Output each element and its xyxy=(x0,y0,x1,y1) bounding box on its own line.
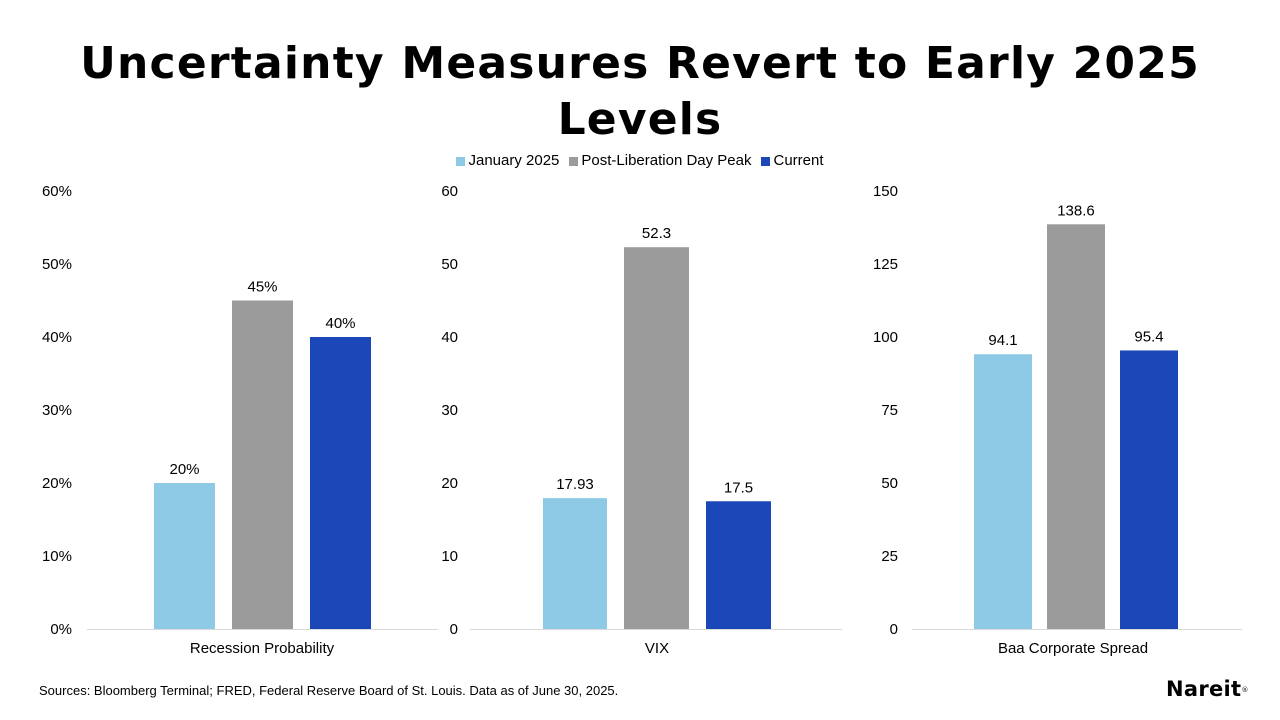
vix-ytick-5: 50 xyxy=(441,256,458,273)
baa-corporate-spread-ytick-3: 75 xyxy=(881,402,898,419)
recession-probability-ytick-2: 20% xyxy=(42,475,72,492)
vix-bar-january-2025 xyxy=(543,498,607,629)
vix-ytick-1: 10 xyxy=(441,548,458,565)
baa-corporate-spread-ytick-6: 150 xyxy=(873,183,898,200)
logo-text: Nareit xyxy=(1166,677,1242,701)
vix-ytick-3: 30 xyxy=(441,402,458,419)
vix-data-label-post-liberation-day-peak: 52.3 xyxy=(642,225,671,242)
legend-swatch-peak xyxy=(569,156,579,166)
recession-probability-ytick-5: 50% xyxy=(42,256,72,273)
recession-probability-data-label-january-2025: 20% xyxy=(169,461,199,478)
registered-mark: ® xyxy=(1241,686,1249,694)
baa-corporate-spread-ytick-1: 25 xyxy=(881,548,898,565)
vix-ytick-0: 0 xyxy=(450,621,458,638)
vix-bar-post-liberation-day-peak xyxy=(624,247,689,629)
chart-title: Uncertainty Measures Revert to Early 202… xyxy=(80,38,1200,145)
baa-corporate-spread-ytick-5: 125 xyxy=(873,256,898,273)
vix-data-label-january-2025: 17.93 xyxy=(556,476,594,493)
legend: January 2025 Post-Liberation Day Peak Cu… xyxy=(0,151,1280,171)
baa-corporate-spread-category-label: Baa Corporate Spread xyxy=(998,640,1148,657)
baa-corporate-spread-data-label-post-liberation-day-peak: 138.6 xyxy=(1057,202,1095,219)
baa-corporate-spread-bar-current xyxy=(1120,350,1178,629)
baa-corporate-spread-ytick-4: 100 xyxy=(873,329,898,346)
baa-corporate-spread-data-label-current: 95.4 xyxy=(1134,328,1163,345)
vix-data-label-current: 17.5 xyxy=(724,479,753,496)
legend-item-current: Current xyxy=(761,151,824,171)
vix-ytick-4: 40 xyxy=(441,329,458,346)
recession-probability-bar-january-2025 xyxy=(154,483,215,629)
nareit-logo: Nareit® xyxy=(1166,676,1249,703)
legend-label-peak: Post-Liberation Day Peak xyxy=(581,152,752,169)
recession-probability-data-label-current: 40% xyxy=(325,315,355,332)
legend-label-current: Current xyxy=(773,152,824,169)
recession-probability-ytick-3: 30% xyxy=(42,402,72,419)
source-note: Sources: Bloomberg Terminal; FRED, Feder… xyxy=(39,683,619,698)
baa-corporate-spread-bar-january-2025 xyxy=(974,354,1032,629)
legend-swatch-current xyxy=(761,156,771,166)
baa-corporate-spread-bar-post-liberation-day-peak xyxy=(1047,224,1105,629)
vix-ytick-6: 60 xyxy=(441,183,458,200)
baa-corporate-spread-data-label-january-2025: 94.1 xyxy=(988,332,1017,349)
recession-probability-bar-post-liberation-day-peak xyxy=(232,300,293,629)
recession-probability-ytick-4: 40% xyxy=(42,329,72,346)
vix-ytick-2: 20 xyxy=(441,475,458,492)
recession-probability-ytick-6: 60% xyxy=(42,183,72,200)
legend-label-january-2025: January 2025 xyxy=(468,152,560,169)
legend-swatch-january-2025 xyxy=(456,156,466,166)
vix-bar-current xyxy=(706,501,771,629)
legend-item-january-2025: January 2025 xyxy=(456,151,559,171)
recession-probability-bar-current xyxy=(310,337,371,629)
recession-probability-category-label: Recession Probability xyxy=(190,640,335,657)
recession-probability-ytick-0: 0% xyxy=(50,621,72,638)
vix-category-label: VIX xyxy=(645,640,669,657)
recession-probability-data-label-post-liberation-day-peak: 45% xyxy=(247,279,277,296)
baa-corporate-spread-ytick-2: 50 xyxy=(881,475,898,492)
legend-item-peak: Post-Liberation Day Peak xyxy=(569,151,751,171)
baa-corporate-spread-ytick-0: 0 xyxy=(890,621,898,638)
recession-probability-ytick-1: 10% xyxy=(42,548,72,565)
